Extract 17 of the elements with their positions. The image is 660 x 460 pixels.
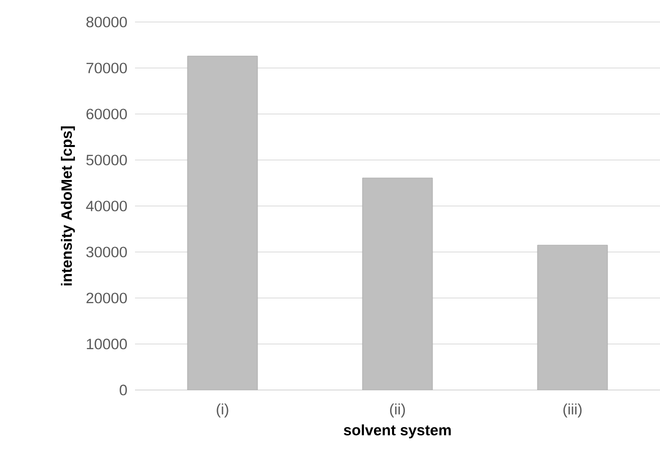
y-tick-label: 40000 xyxy=(86,200,127,212)
y-tick-label: 50000 xyxy=(86,154,127,166)
y-tick-label: 60000 xyxy=(86,108,127,120)
y-axis-title: intensity AdoMet [cps] xyxy=(60,126,75,286)
y-tick-label: 70000 xyxy=(86,62,127,74)
y-tick-label: 20000 xyxy=(86,292,127,304)
x-tick-label: (ii) xyxy=(390,404,405,418)
y-tick-label: 30000 xyxy=(86,246,127,258)
x-tick-label: (i) xyxy=(216,404,228,418)
bar xyxy=(537,244,608,390)
bar xyxy=(362,178,433,390)
x-axis-title: solvent system xyxy=(344,424,451,438)
y-tick-label: 80000 xyxy=(86,16,127,28)
x-tick-label: (iii) xyxy=(563,404,582,418)
bar xyxy=(187,56,258,390)
y-tick-label: 0 xyxy=(120,384,127,396)
y-tick-label: 10000 xyxy=(86,338,127,350)
